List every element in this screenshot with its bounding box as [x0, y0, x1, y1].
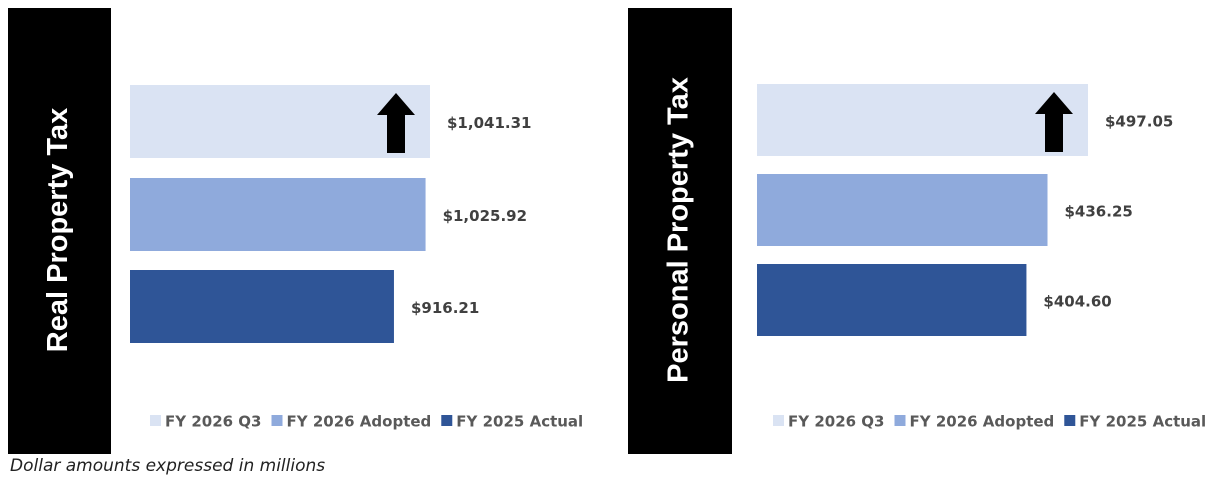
up-arrow [1035, 92, 1073, 152]
legend-swatch [441, 415, 453, 426]
title-box [8, 8, 111, 454]
legend-label: FY 2025 Actual [1079, 413, 1206, 431]
legend-label: FY 2025 Actual [456, 413, 583, 431]
legend-swatch [150, 415, 161, 426]
chart-title: Real Property Tax [42, 108, 74, 352]
legend-label: FY 2026 Q3 [788, 413, 885, 431]
legend-swatch [894, 415, 906, 426]
bar [757, 174, 1048, 246]
legend-swatch [271, 415, 283, 426]
bar [757, 264, 1027, 336]
value-label: $1,025.92 [443, 207, 527, 225]
legend-swatch [1064, 415, 1076, 426]
value-label: $916.21 [411, 299, 479, 317]
chart-title: Personal Property Tax [663, 77, 695, 383]
footnote: Dollar amounts expressed in millions [10, 456, 325, 476]
legend-label: FY 2026 Adopted [287, 413, 432, 431]
legend-swatch [773, 415, 784, 426]
value-label: $436.25 [1065, 203, 1133, 221]
value-label: $1,041.31 [447, 114, 531, 132]
title-box [628, 8, 732, 454]
up-arrow [377, 93, 415, 153]
bar [130, 178, 426, 251]
value-label: $404.60 [1043, 293, 1111, 311]
bar [130, 270, 394, 343]
legend-label: FY 2026 Q3 [165, 413, 262, 431]
value-label: $497.05 [1105, 113, 1173, 131]
bar [130, 85, 430, 158]
legend-label: FY 2026 Adopted [910, 413, 1055, 431]
bar [757, 84, 1088, 156]
